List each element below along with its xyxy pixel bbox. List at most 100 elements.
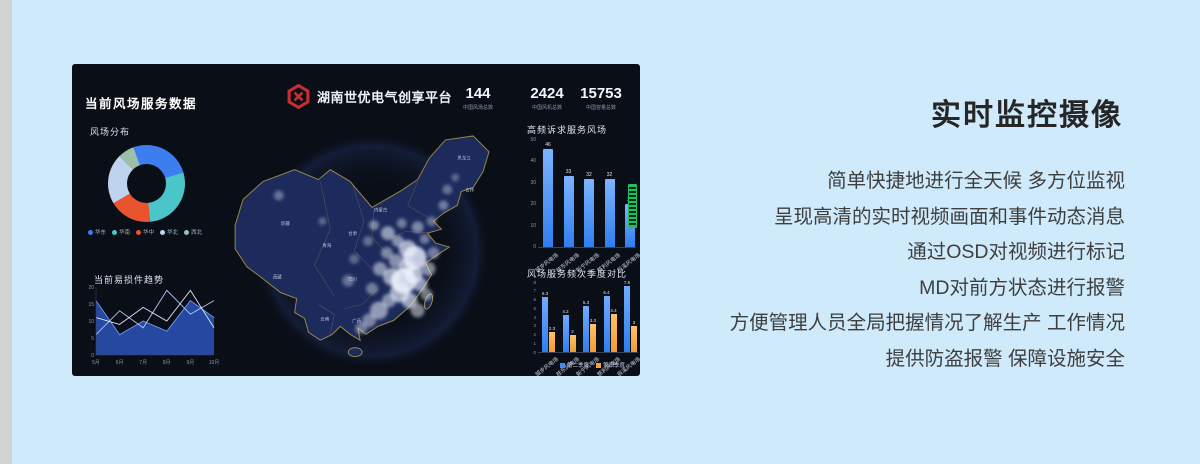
bar-value-label: 2.3: [548, 325, 556, 331]
feature-line: 提供防盗报警 保障设施安全: [885, 347, 1125, 370]
grouped-bar: [569, 334, 576, 352]
grouped-bar: [610, 313, 617, 352]
bar-value-label: 6.3: [541, 290, 549, 296]
grouped-bar-legend: 第二季度 第四季度: [560, 361, 625, 369]
stat: 2424 中国风机总数: [512, 85, 582, 111]
section-heading: 实时监控摄像: [931, 99, 1123, 132]
bar-value-label: 3.2: [589, 318, 597, 323]
x-axis: [538, 247, 636, 248]
bar-value-label: 6.4: [603, 290, 610, 295]
legend-dot: [184, 229, 190, 235]
left-gray-strip: [0, 0, 12, 464]
brand-name: 湖南世优电气创享平台: [317, 90, 453, 105]
bar-value-label: 32: [586, 171, 592, 178]
y-tick: 10: [530, 222, 536, 229]
y-tick: 50: [530, 137, 536, 143]
legend-label: 华东: [95, 230, 107, 236]
svg-text:广西: 广西: [352, 317, 361, 324]
legend-item: 第二季度: [560, 361, 589, 369]
svg-text:甘肃: 甘肃: [348, 230, 357, 237]
grouped-bar-chart: 0 1 2 3 4 5 6 7 8 6.3 2.3 城步风电场 4.2 2 桂东风电场 5.3 3.2 新宁风电场…: [516, 274, 640, 377]
y-tick: 8: [533, 279, 536, 285]
legend-item: 西北: [184, 228, 202, 236]
grouped-bar: [631, 325, 637, 352]
hainan-island: [347, 347, 363, 357]
legend-label: 第四季度: [603, 363, 626, 369]
legend-dot: [112, 229, 118, 235]
y-tick: 0: [533, 244, 536, 250]
legend-item: 华东: [88, 228, 106, 236]
legend-dot: [88, 229, 93, 235]
grouped-bar: [583, 305, 589, 352]
brand-logo-icon: [287, 84, 310, 109]
legend-label: 华北: [167, 230, 179, 236]
legend-label: 第二季度: [567, 363, 590, 369]
legend-item: 华中: [136, 228, 154, 236]
legend-label: 华南: [119, 230, 131, 236]
svg-text:四川: 四川: [348, 277, 357, 282]
svg-text:8月: 8月: [163, 360, 171, 366]
stat-label: 中国容量总数: [585, 105, 616, 111]
donut-legend: 华东 华南 华中 华北 西北: [88, 228, 202, 236]
svg-text:15: 15: [88, 302, 94, 308]
svg-text:黑龙江: 黑龙江: [457, 155, 471, 162]
svg-text:0: 0: [91, 353, 94, 359]
bar-value-label: 32: [606, 171, 613, 178]
bar: [543, 148, 553, 247]
x-axis: [538, 352, 638, 353]
grouped-bar: [603, 296, 610, 352]
feature-line: MD对前方状态进行报警: [919, 276, 1125, 299]
y-tick: 5: [533, 305, 536, 311]
feature-line: 呈现高清的实时视频画面和事件动态消息: [773, 205, 1125, 228]
donut-chart-title: 风场分布: [90, 127, 131, 137]
y-tick: 1: [533, 340, 536, 346]
legend-item: 华南: [112, 228, 130, 236]
stat-value: 2424: [530, 85, 564, 102]
legend-item: 华北: [160, 228, 178, 236]
svg-text:7月: 7月: [139, 360, 147, 366]
map-glow-dots: [273, 173, 460, 335]
stat-label: 中国风场总数: [462, 105, 493, 111]
legend-dot: [160, 229, 166, 235]
dashboard-title: 当前风场服务数据: [85, 97, 198, 111]
stat-value: 144: [465, 85, 491, 102]
grouped-bar: [549, 331, 555, 352]
svg-text:9月: 9月: [187, 360, 195, 366]
y-tick: 3: [533, 323, 536, 329]
feature-lines: 简单快捷地进行全天候 多方位监视呈现高清的实时视频画面和事件动态消息通过OSD对…: [730, 164, 1125, 377]
legend-dot: [596, 362, 602, 368]
legend-label: 西北: [191, 230, 203, 236]
grouped-bar: [562, 315, 569, 352]
line-chart-title: 当前易损件趋势: [94, 275, 165, 285]
svg-text:内蒙古: 内蒙古: [374, 206, 388, 213]
bar-chart-title: 高频诉求服务风场: [527, 125, 608, 135]
feature-line: 简单快捷地进行全天候 多方位监视: [827, 170, 1125, 192]
brand: 湖南世优电气创享平台: [286, 84, 452, 109]
bar: [584, 178, 594, 247]
bar-value-label: 3: [632, 319, 636, 325]
bar-value-label: 4.4: [610, 307, 617, 313]
svg-text:吉林: 吉林: [465, 186, 474, 193]
y-tick: 7: [533, 288, 536, 294]
bar-value-label: 4.2: [562, 309, 569, 315]
feature-line: 方便管理人员全局把握情况了解生产 工作情况: [729, 312, 1125, 334]
y-tick: 2: [533, 332, 536, 337]
legend-dot: [136, 229, 142, 235]
bar-value-label: 7.5: [623, 280, 631, 286]
legend-dot: [560, 362, 565, 368]
bar-value-label: 2: [571, 328, 574, 334]
green-indicator: [628, 184, 637, 228]
grouped-bar: [590, 324, 596, 352]
svg-text:5: 5: [91, 336, 94, 342]
svg-text:20: 20: [88, 285, 94, 291]
grouped-bar: [624, 286, 630, 352]
bar: [563, 176, 574, 247]
legend-item: 第四季度: [596, 361, 625, 369]
donut-chart: [108, 145, 185, 222]
stat: 144 中国风场总数: [443, 85, 513, 111]
china-outline: [234, 135, 490, 342]
feature-line: 通过OSD对视频进行标记: [907, 241, 1125, 263]
svg-text:10月: 10月: [209, 360, 220, 366]
legend-label: 华中: [143, 230, 155, 236]
